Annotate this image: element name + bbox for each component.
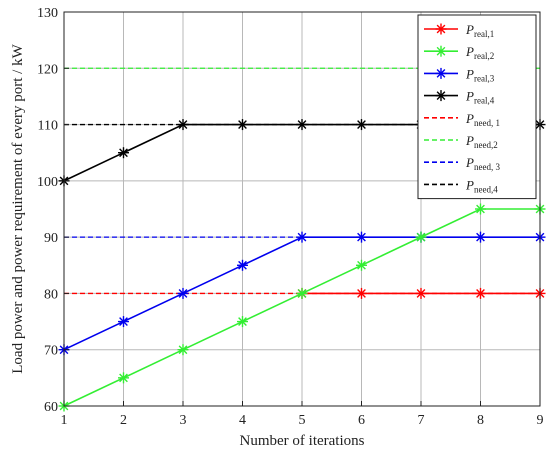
legend-marker (435, 45, 447, 57)
data-point (237, 119, 248, 131)
x-axis-label: Number of iterations (240, 433, 365, 449)
data-point (296, 231, 308, 243)
legend-label: Pneed, 3 (465, 155, 500, 172)
x-tick-label: 9 (537, 413, 544, 428)
series-3 (58, 231, 546, 356)
data-point (356, 119, 367, 131)
series-2 (58, 203, 546, 412)
x-tick-label: 8 (477, 413, 484, 428)
y-tick-label: 110 (38, 119, 58, 134)
tick-labels: 1 2 3 4 5 6 7 8 9 60 70 80 90 100 110 120 130 (37, 6, 544, 428)
y-tick-label: 130 (37, 6, 58, 21)
data-point (475, 287, 486, 299)
legend-entry: Preal,1 (424, 22, 494, 39)
data-point (118, 316, 129, 328)
legend-label: Preal,4 (465, 89, 495, 106)
legend-label: Pneed, 1 (465, 111, 500, 128)
legend-marker (435, 90, 447, 102)
legend-label: Pneed,4 (465, 177, 498, 194)
legend-entry: Pneed, 3 (424, 155, 500, 172)
data-point (356, 231, 367, 243)
legend-marker (435, 23, 447, 35)
legend-entry: Preal,2 (424, 44, 494, 61)
data-point (118, 372, 129, 384)
legend-box (417, 14, 537, 200)
x-tick-label: 5 (299, 413, 306, 428)
y-tick-label: 90 (44, 231, 58, 246)
legend-entry: Pneed,2 (424, 133, 498, 150)
data-point (118, 147, 129, 159)
data-point (177, 287, 189, 299)
x-tick-label: 2 (120, 413, 127, 428)
data-point (475, 203, 486, 215)
y-tick-label: 100 (37, 175, 58, 190)
x-tick-label: 1 (61, 413, 68, 428)
x-tick-label: 3 (180, 413, 187, 428)
legend: Preal,1 Preal,2 Preal,3 Preal,4 Pneed, 1 Pnee… (417, 14, 537, 200)
x-tick-label: 7 (418, 413, 425, 428)
y-axis-label: Load power and power requirement of ever… (10, 43, 26, 373)
legend-label: Preal,2 (465, 44, 494, 61)
x-tick-label: 6 (358, 413, 365, 428)
legend-entry: Preal,4 (424, 89, 495, 106)
x-tick-label: 4 (239, 413, 246, 428)
data-point (177, 344, 189, 356)
data-point (415, 287, 427, 299)
data-point (237, 259, 248, 271)
legend-label: Preal,3 (465, 66, 495, 83)
y-tick-label: 60 (44, 400, 58, 415)
legend-label: Pneed,2 (465, 133, 498, 150)
data-point (237, 316, 248, 328)
legend-label: Preal,1 (465, 22, 494, 39)
data-point (415, 231, 427, 243)
data-point (177, 119, 189, 131)
legend-entry: Pneed,4 (424, 177, 498, 194)
y-tick-label: 70 (44, 344, 58, 359)
data-point (475, 231, 486, 243)
y-tick-label: 80 (44, 287, 58, 302)
y-tick-label: 120 (37, 62, 58, 77)
data-point (296, 119, 308, 131)
data-point (296, 287, 308, 299)
data-point (356, 259, 367, 271)
legend-entry: Pneed, 1 (424, 111, 500, 128)
legend-entry: Preal,3 (424, 66, 495, 83)
legend-marker (435, 67, 447, 79)
data-point (356, 287, 367, 299)
